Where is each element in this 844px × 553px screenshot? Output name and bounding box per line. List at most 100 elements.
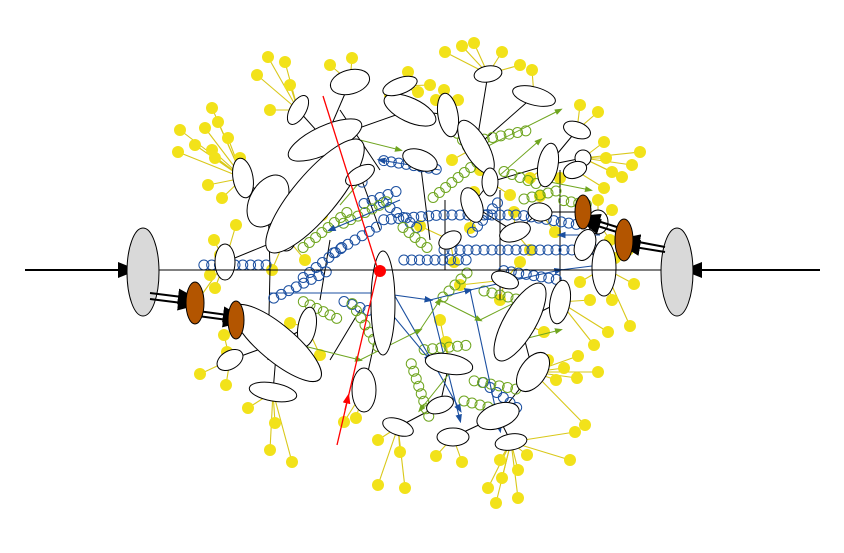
hadron (446, 154, 458, 166)
hadron (424, 79, 436, 91)
gluon-coil (385, 156, 397, 168)
gluon-coil (310, 232, 322, 243)
hadron (430, 450, 442, 462)
hadron (490, 497, 502, 509)
gluon-coil (458, 395, 470, 407)
hadron (284, 79, 296, 91)
gluon-coil (470, 244, 482, 256)
gluon-coil (393, 157, 405, 169)
gluon-coil (410, 373, 422, 385)
hadron (174, 124, 186, 136)
hadron-cluster (286, 95, 310, 125)
gluon-coil (316, 227, 328, 238)
gluon-coil (455, 273, 467, 285)
hadron-decay-line (272, 391, 293, 463)
hadron (549, 226, 561, 238)
gluon-coil (468, 375, 480, 387)
hadron (338, 416, 350, 428)
gluon-coil (555, 216, 567, 228)
quark-line (326, 199, 401, 232)
gluon-coil (542, 187, 554, 199)
gluon-coil (342, 238, 354, 250)
hadron (634, 146, 646, 158)
quark-line (429, 288, 474, 301)
hadron-cluster (382, 417, 414, 437)
gluon-coil (494, 209, 506, 221)
hadron (279, 56, 291, 68)
hadron (172, 146, 184, 158)
hadron-cluster (424, 352, 474, 376)
gluon-coil (304, 267, 316, 278)
hadron-cluster (481, 167, 499, 197)
gluon-coil (510, 209, 522, 221)
gluon-coil (320, 266, 332, 278)
gluon-coil (558, 244, 570, 256)
hadron (606, 204, 618, 216)
beam-remnant (227, 300, 245, 340)
hadron-cluster (426, 395, 454, 415)
incoming-proton-right (660, 227, 694, 317)
gluon-coil (502, 209, 514, 221)
gluon-coil (366, 203, 378, 215)
beam-remnant (185, 281, 205, 325)
hadron (189, 139, 201, 151)
hadron (314, 349, 326, 361)
gluon-coil (322, 222, 334, 233)
gluon-coil (338, 217, 350, 229)
gluon-coil (487, 132, 498, 143)
hadron (514, 59, 526, 71)
gluon-coil (290, 281, 302, 293)
hadron (496, 472, 508, 484)
gluon-coil (237, 259, 249, 271)
hadron (616, 171, 628, 183)
gluon-coil (486, 287, 498, 299)
gluon-coil (543, 272, 555, 284)
gluon-coil (478, 244, 490, 256)
hadron-clusters (214, 65, 617, 451)
gluon-coil (393, 212, 405, 224)
hadron (269, 417, 281, 429)
hadron (394, 446, 406, 458)
hadron-decay-line (377, 426, 399, 486)
hadron (242, 402, 254, 414)
gluon-coil (415, 237, 427, 248)
gluon-coil (518, 193, 530, 205)
gluon-coil (391, 207, 403, 218)
hadron-cluster (265, 138, 365, 254)
gluon-coil (550, 244, 562, 256)
gluon-parton-line (499, 138, 543, 176)
hadron (538, 326, 550, 338)
hadron-cluster (216, 349, 244, 371)
cluster-link (419, 159, 431, 241)
hadron (574, 276, 586, 288)
hadron-decay-line (256, 74, 299, 111)
gluon-coil (423, 210, 435, 222)
hadron (584, 294, 596, 306)
gluon-coil (397, 222, 409, 233)
secondary-line (322, 95, 379, 271)
gluon-coil (324, 309, 336, 321)
gluon-coil (335, 212, 347, 223)
gluon-coil (502, 291, 514, 303)
gluon-coil (486, 244, 498, 256)
gluon-coil (454, 209, 466, 221)
hadron (456, 40, 468, 52)
hadron (208, 234, 220, 246)
hadron (624, 320, 636, 332)
gluon-coil (477, 377, 488, 388)
hadron (284, 317, 296, 329)
gluon-coil (466, 397, 478, 409)
gluon-coil (421, 242, 433, 253)
hadron (456, 456, 468, 468)
hadron-cluster (515, 351, 551, 393)
cluster-link (329, 309, 361, 361)
gluon-coil (520, 268, 532, 280)
gluon-coil (510, 244, 522, 256)
hadron-cluster (494, 433, 528, 451)
hadron-cluster (512, 85, 556, 107)
hadron (350, 412, 362, 424)
gluon-coil (245, 259, 257, 271)
hadron-cluster (329, 68, 371, 96)
hadron (626, 159, 638, 171)
